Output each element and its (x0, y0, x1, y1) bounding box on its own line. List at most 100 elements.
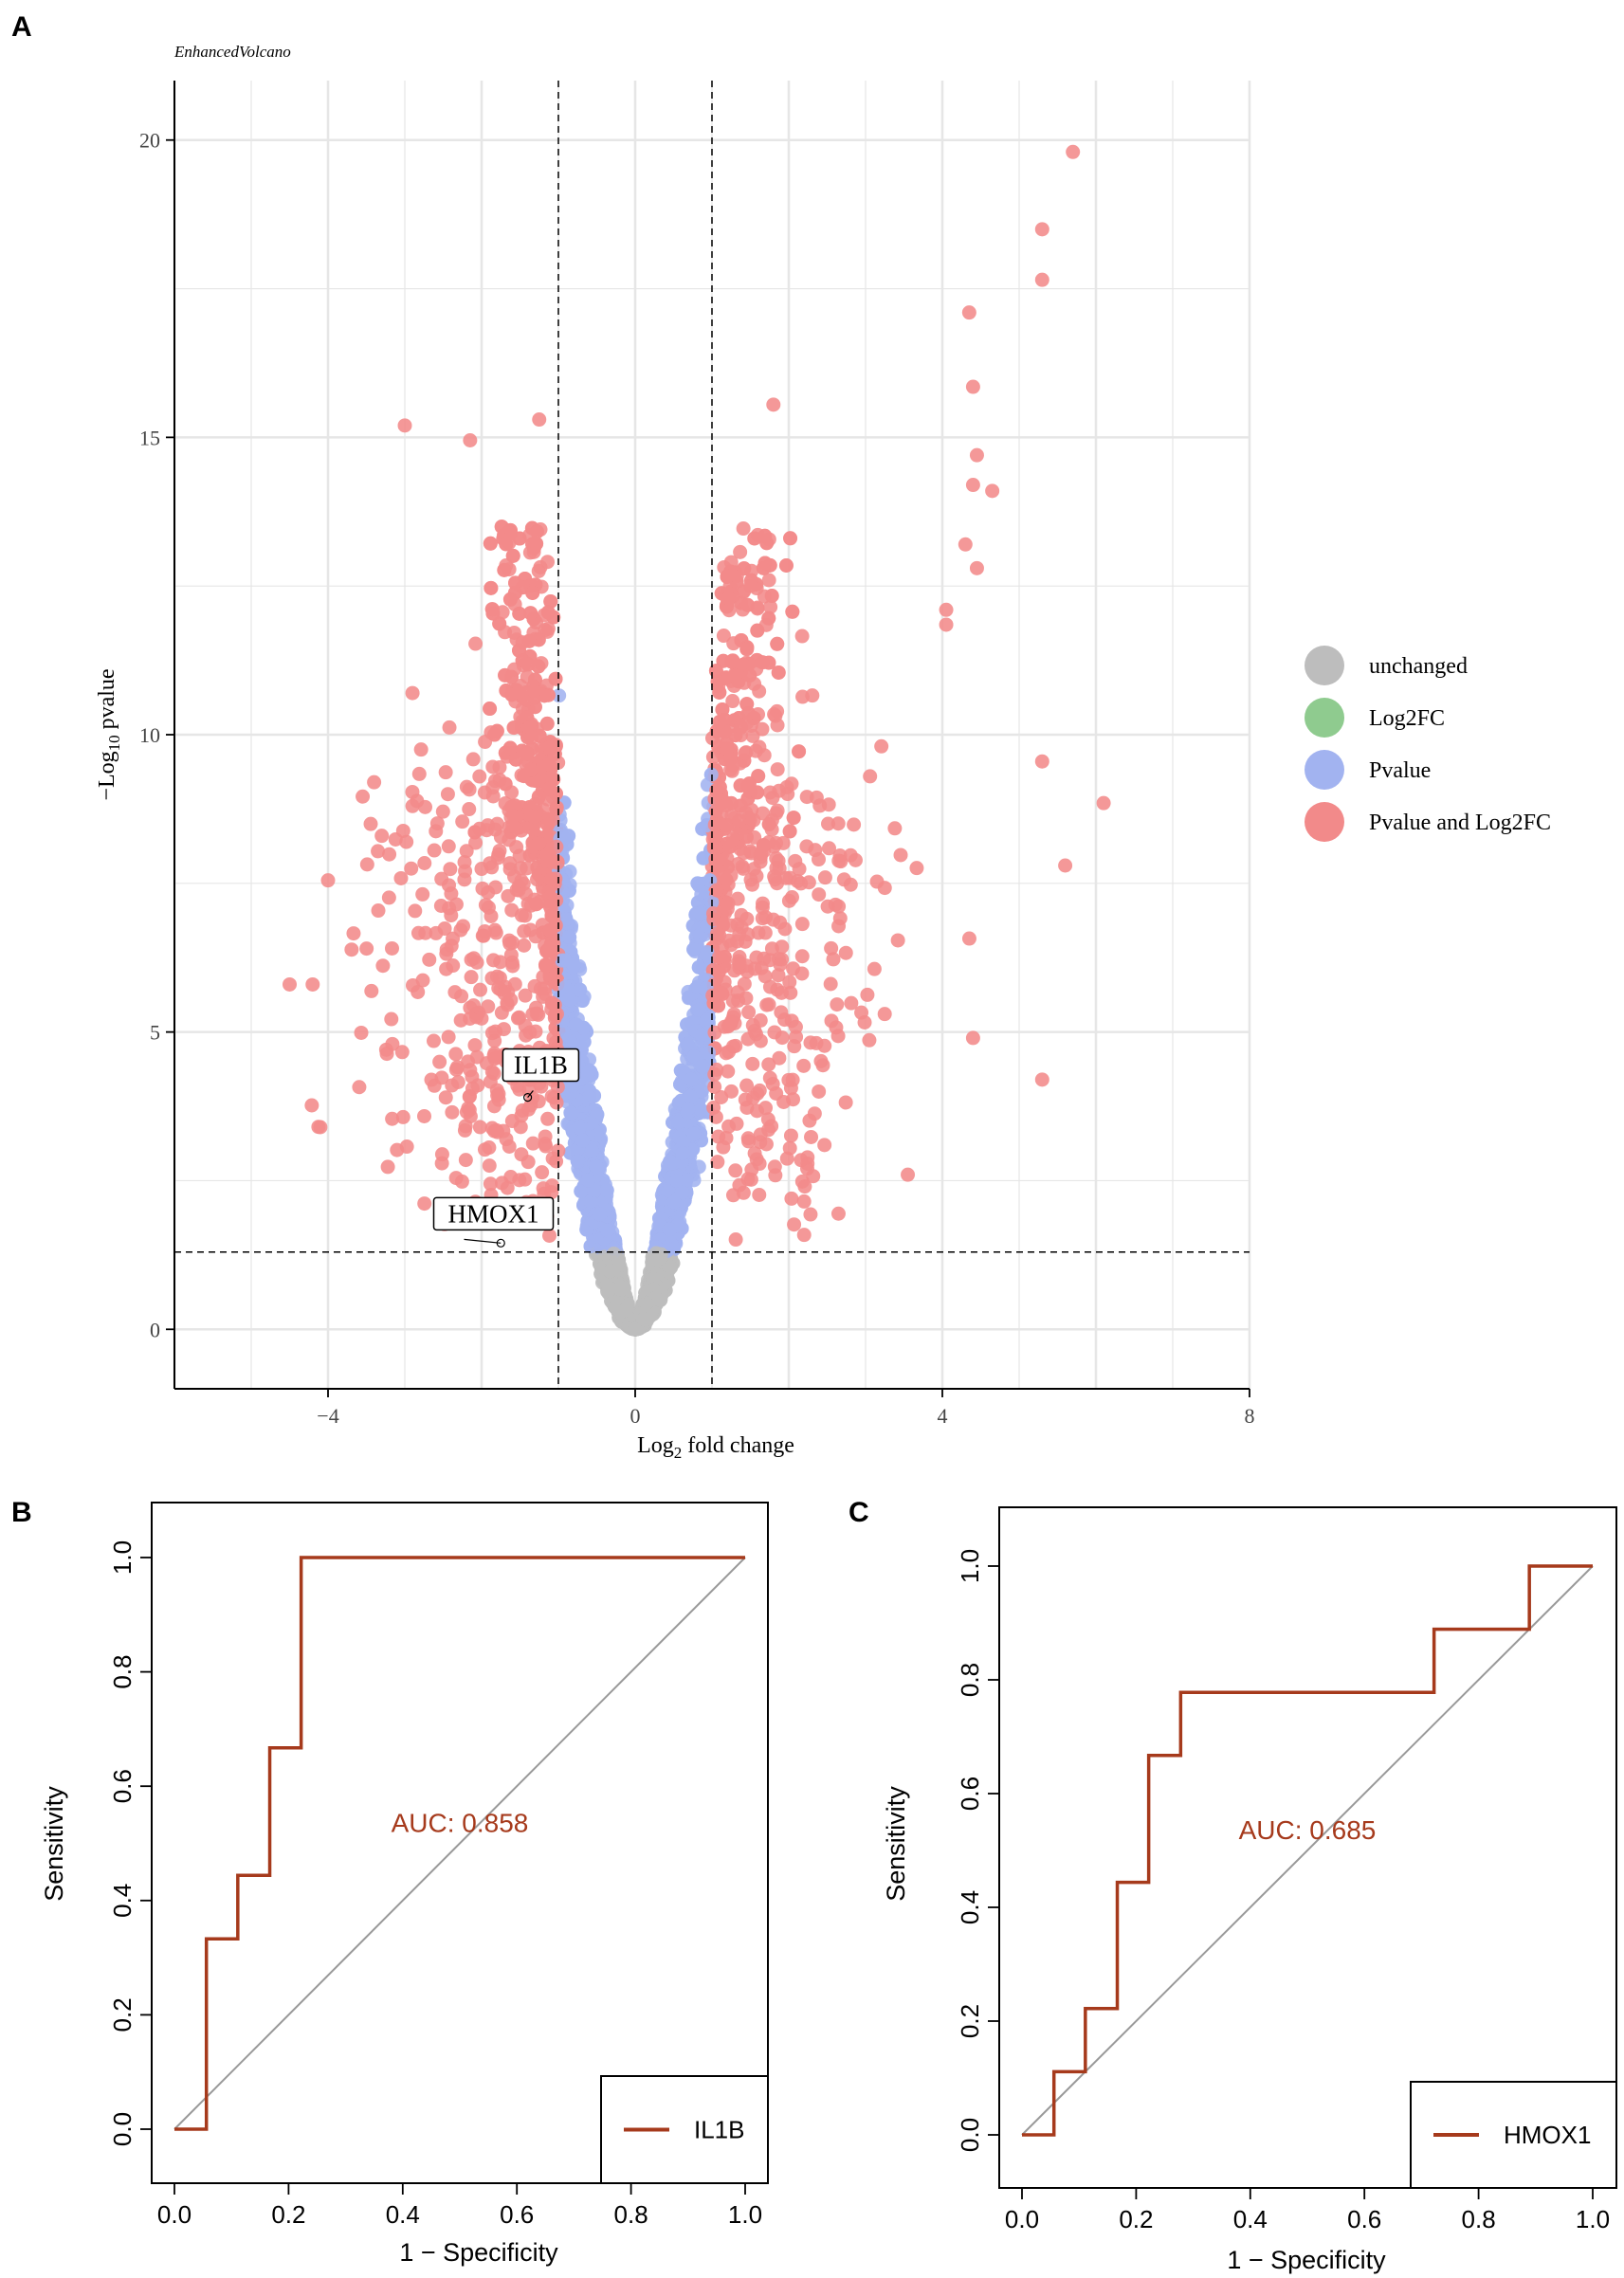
volcano-point (961, 931, 976, 946)
volcano-point (752, 1187, 767, 1202)
volcano-point (542, 922, 557, 938)
volcano-point (531, 659, 546, 674)
gene-label-box (432, 1196, 555, 1231)
volcano-point (939, 617, 954, 632)
volcano-point (600, 1223, 615, 1238)
volcano-point (485, 780, 501, 795)
volcano-point (788, 1019, 803, 1034)
volcano-point (736, 657, 751, 672)
volcano-point (497, 562, 512, 577)
volcano-point (385, 1111, 400, 1126)
volcano-point (769, 806, 784, 821)
volcano-point (739, 911, 755, 926)
volcano-point (890, 933, 905, 948)
volcano-point (732, 927, 747, 942)
volcano-point (761, 573, 776, 588)
volcano-point (958, 537, 973, 552)
volcano-point (666, 1194, 682, 1210)
volcano-point (693, 1103, 708, 1118)
volcano-point (490, 816, 505, 831)
volcano-point (737, 561, 752, 576)
volcano-point (575, 993, 590, 1009)
volcano-point (424, 1072, 439, 1087)
volcano-point (747, 531, 762, 546)
volcano-point (467, 1038, 483, 1053)
volcano-point (459, 1104, 474, 1120)
volcano-point (445, 1078, 460, 1093)
volcano-point (549, 839, 564, 854)
volcano-point (877, 1007, 892, 1022)
volcano-point (732, 957, 747, 972)
volcano-point (539, 716, 555, 731)
volcano-point (384, 940, 399, 956)
volcano-point (506, 720, 521, 736)
volcano-point (752, 683, 767, 699)
volcano-point (728, 668, 743, 683)
volcano-point (750, 623, 765, 638)
volcano-point (755, 655, 770, 670)
volcano-point (352, 1080, 367, 1095)
volcano-point (359, 941, 374, 957)
volcano-point (745, 1056, 760, 1071)
volcano-point (686, 1126, 702, 1141)
volcano-point (557, 979, 573, 994)
volcano-point (848, 852, 863, 867)
volcano-point (708, 1109, 723, 1124)
volcano-point (441, 1030, 456, 1045)
volcano-point (445, 1104, 460, 1120)
volcano-point (346, 926, 361, 941)
volcano-point (710, 926, 725, 941)
volcano-point (463, 1011, 478, 1026)
volcano-point (828, 897, 843, 912)
volcano-point (547, 1011, 562, 1026)
volcano-point (433, 898, 448, 913)
volcano-point (474, 1011, 489, 1026)
volcano-point (720, 569, 735, 584)
volcano-point (521, 633, 537, 648)
volcano-point (893, 847, 908, 863)
volcano-point (686, 1048, 702, 1064)
volcano-point (513, 709, 528, 724)
volcano-point (748, 743, 763, 758)
volcano-point (811, 852, 826, 867)
volcano-point (751, 925, 766, 940)
volcano-point (778, 557, 794, 573)
volcano-point (740, 705, 756, 720)
volcano-point (507, 662, 522, 677)
volcano-point (528, 773, 543, 788)
volcano-point (674, 1185, 689, 1200)
volcano-point (776, 1094, 792, 1109)
volcano-point (782, 975, 797, 990)
volcano-point (508, 575, 523, 591)
volcano-point (742, 668, 757, 683)
volcano-point (359, 857, 374, 872)
volcano-point (723, 555, 739, 570)
volcano-point (939, 602, 954, 617)
volcano-point (443, 862, 458, 877)
volcano-point (490, 850, 505, 866)
volcano-point (838, 945, 853, 960)
volcano-point (469, 1049, 484, 1065)
volcano-point (759, 997, 775, 1012)
volcano-point (733, 544, 748, 559)
volcano-point (517, 938, 532, 953)
volcano-point (498, 795, 513, 811)
volcano-point (712, 779, 727, 794)
volcano-point (468, 636, 484, 651)
volcano-point (482, 1158, 497, 1174)
volcano-point (664, 1260, 679, 1275)
volcano-point (857, 1015, 872, 1030)
volcano-point (518, 988, 533, 1003)
volcano-point (821, 841, 836, 856)
volcano-point (863, 769, 878, 784)
volcano-point (710, 1155, 725, 1170)
volcano-point (694, 1084, 709, 1099)
volcano-point (532, 412, 547, 428)
volcano-point (354, 1025, 369, 1040)
volcano-point (534, 1079, 549, 1094)
volcano-point (779, 779, 794, 794)
volcano-point (432, 1054, 447, 1069)
volcano-point (464, 970, 479, 985)
volcano-point (774, 1005, 789, 1020)
volcano-point (762, 979, 777, 994)
